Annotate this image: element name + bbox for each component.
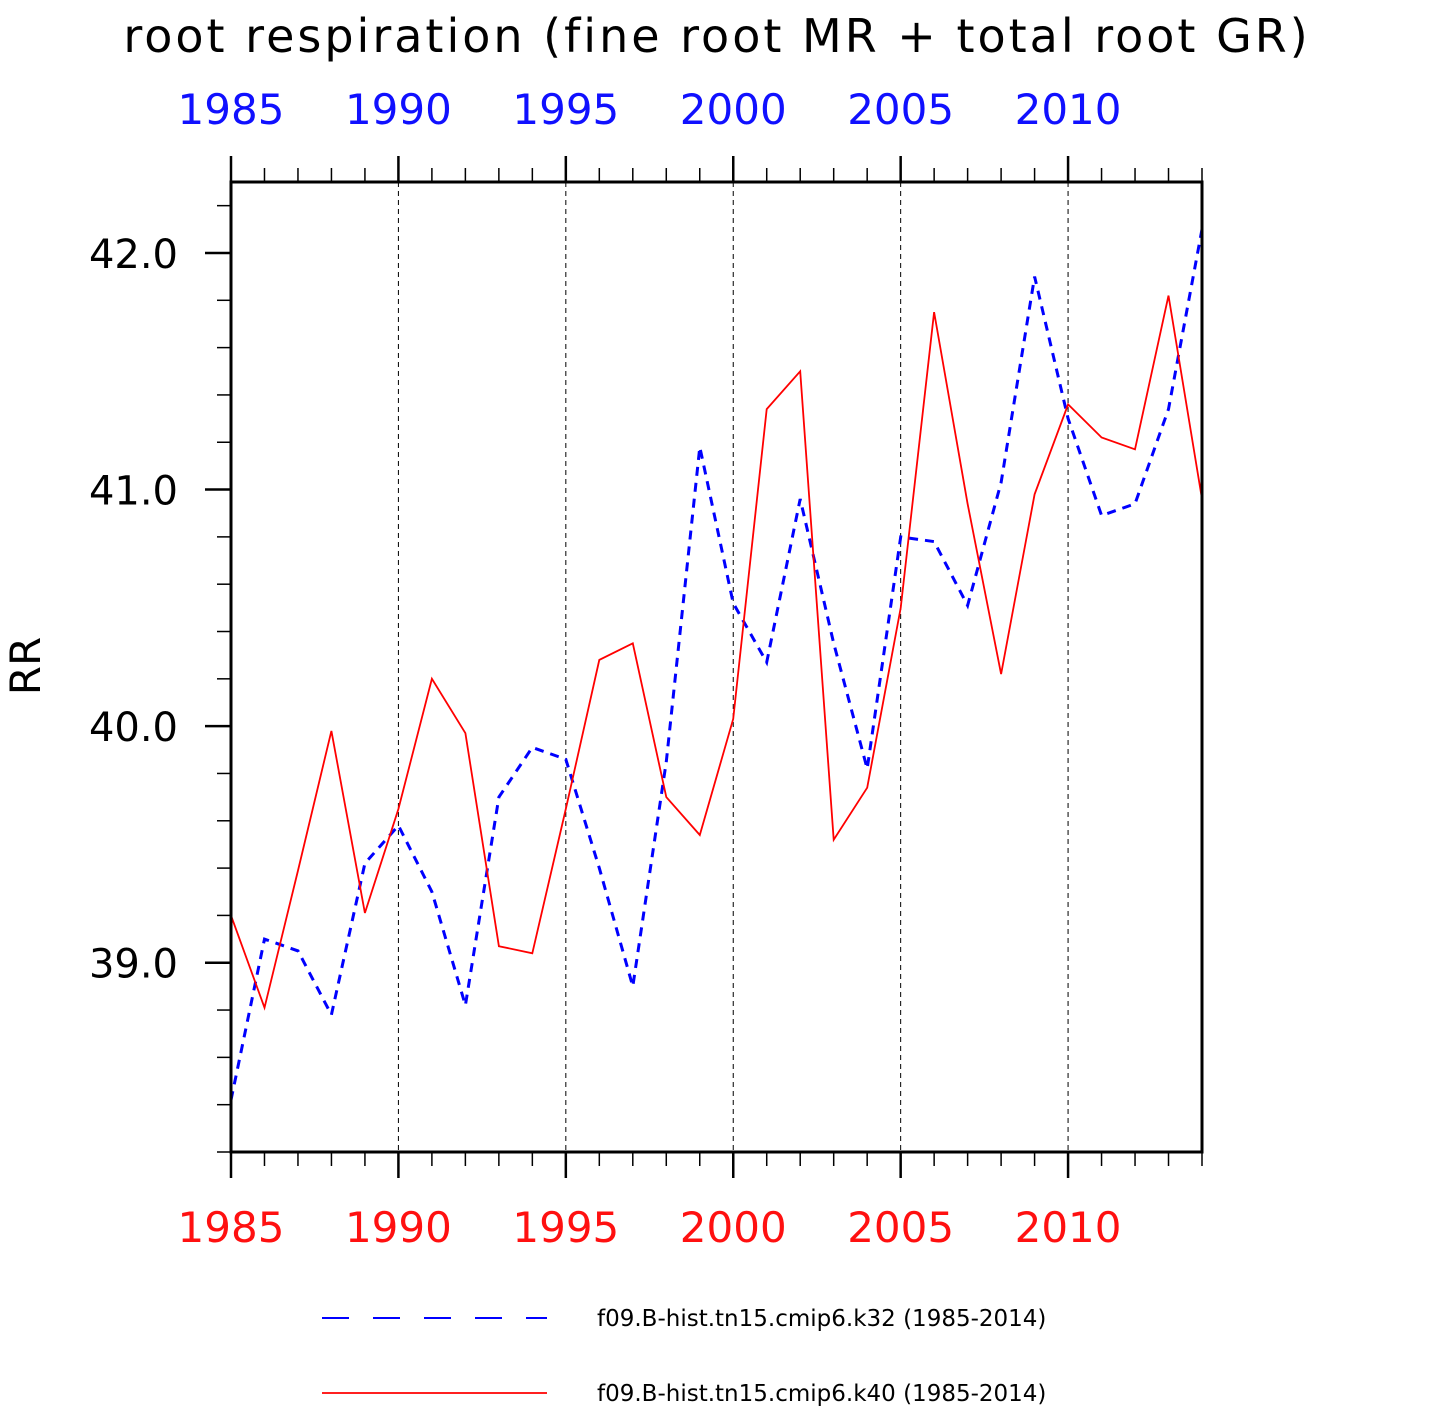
series-line-1: [229, 229, 1204, 1101]
x-tick-label-top: 1995: [512, 85, 619, 134]
x-tick-label-top: 2005: [847, 85, 954, 134]
grid-layer: [397, 182, 1069, 1152]
x-tick-label-bottom: 2010: [1015, 1203, 1122, 1252]
plot-frame: [229, 180, 1204, 1154]
x-tick-label-bottom: 1985: [178, 1203, 285, 1252]
x-tick-label-top: 1990: [345, 85, 452, 134]
y-tick-label: 40.0: [89, 705, 178, 751]
x-tick-label-bottom: 2005: [847, 1203, 954, 1252]
series-layer: [229, 229, 1204, 1101]
chart-title: root respiration (fine root MR + total r…: [123, 9, 1310, 63]
y-tick-label: 42.0: [89, 232, 178, 278]
x-tick-label-bottom: 1990: [345, 1203, 452, 1252]
x-tick-label-top: 2010: [1015, 85, 1122, 134]
legend: f09.B-hist.tn15.cmip6.k32 (1985-2014) f09…: [322, 1306, 1046, 1407]
x-tick-label-top: 1985: [178, 85, 285, 134]
legend-label-2: f09.B-hist.tn15.cmip6.k40 (1985-2014): [597, 1381, 1046, 1407]
x-tick-label-bottom: 2000: [680, 1203, 787, 1252]
legend-label-1: f09.B-hist.tn15.cmip6.k32 (1985-2014): [597, 1306, 1046, 1332]
axes-layer: 1985 1985 1990 1990 1995 1995 2000 2000 2005 2005…: [89, 85, 1204, 1252]
y-axis-label: RR: [1, 637, 50, 695]
x-tick-label-top: 2000: [680, 85, 787, 134]
series-line-2: [230, 295, 1203, 1011]
x-tick-label-bottom: 1995: [512, 1203, 619, 1252]
y-tick-label: 41.0: [89, 469, 178, 515]
y-tick-label: 39.0: [89, 942, 178, 988]
